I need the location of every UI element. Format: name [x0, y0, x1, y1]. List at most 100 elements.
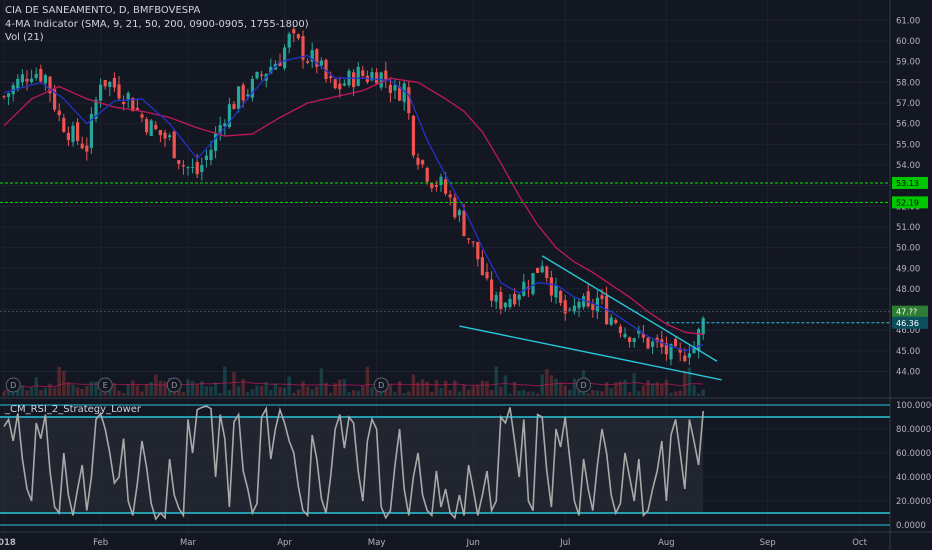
price-tick-label: 56.00 [896, 120, 920, 130]
volume-bar [549, 375, 554, 396]
rsi-pane-title[interactable]: _CM_RSI_2_Strategy_Lower [5, 404, 142, 415]
rsi-tick-label: 0.0000 [896, 521, 926, 531]
candle-body [536, 267, 540, 273]
candle-body [540, 266, 544, 273]
candle-body [2, 96, 6, 98]
volume-bar [641, 385, 646, 396]
candle-body [227, 104, 231, 128]
volume-bar [48, 383, 52, 396]
time-tick-label: Aug [658, 538, 675, 548]
candle-body [7, 93, 11, 97]
volume-bar [89, 381, 94, 396]
candle-body [186, 167, 190, 169]
candle-body [462, 210, 466, 236]
candle-body [338, 83, 342, 90]
candle-body [94, 99, 98, 119]
candle-body [191, 166, 195, 168]
volume-bar [2, 391, 6, 396]
volume-bar [604, 382, 609, 396]
candle-body [388, 84, 392, 94]
candle-body [577, 301, 581, 309]
rsi-pane[interactable] [0, 404, 890, 526]
volume-bar [75, 387, 80, 396]
candle-body [434, 184, 438, 187]
time-tick-label: May [368, 538, 386, 548]
volume-legend[interactable]: Vol (21) [5, 32, 44, 43]
volume-bar [522, 390, 526, 396]
price-tick-label: 51.00 [896, 223, 920, 233]
volume-bar [52, 387, 57, 396]
candle-body [430, 183, 434, 189]
event-marker-label: D [10, 381, 16, 390]
indicator-legend[interactable]: 4-MA Indicator (SMA, 9, 21, 50, 200, 090… [5, 19, 309, 30]
volume-bar [144, 383, 149, 396]
candle-body [444, 179, 448, 194]
volume-bar [678, 390, 682, 396]
volume-bar [310, 389, 314, 396]
time-tick-label: Jun [466, 538, 480, 548]
candle-body [204, 155, 208, 160]
candle-body [632, 338, 636, 342]
candle-body [628, 337, 632, 343]
time-tick-label: Mar [180, 538, 197, 548]
candle-body [411, 115, 415, 156]
candle-body [250, 78, 254, 98]
volume-bar [351, 390, 356, 396]
symbol-title[interactable]: CIA DE SANEAMENTO, D, BMFBOVESPA [5, 5, 201, 16]
volume-bar [632, 373, 636, 396]
volume-bar [282, 387, 287, 396]
volume-bar [416, 382, 420, 396]
candle-body [416, 157, 420, 165]
candle-body [503, 302, 507, 308]
candle-body [43, 75, 47, 84]
price-axis[interactable]: 61.00 60.00 59.00 58.00 57.00 56.00 55.00 54.00… [896, 16, 932, 531]
time-axis[interactable]: 2018 Feb Mar Apr May Jun Jul Aug Sep Oct [0, 538, 868, 548]
candle-body [310, 50, 314, 62]
candle-body [140, 114, 144, 118]
candle-body [407, 87, 411, 114]
volume-bar [112, 383, 117, 396]
volume-bar [517, 390, 521, 396]
candle-body [421, 160, 425, 165]
candle-body [678, 348, 682, 353]
event-marker-circle [373, 377, 389, 393]
volume-bar [664, 379, 669, 396]
candle-body [126, 93, 130, 101]
candle-body [149, 120, 153, 136]
candle-body [195, 161, 199, 175]
candle-body [384, 70, 388, 80]
price-candles[interactable] [2, 25, 705, 366]
candle-body [600, 295, 604, 299]
candle-body [71, 125, 75, 142]
volume-bar [701, 389, 705, 396]
volume-bar [273, 383, 278, 396]
volume-bar [563, 385, 567, 396]
price-tag-label: 47.?? [896, 308, 917, 317]
candle-body [131, 97, 135, 112]
price-tick-label: 45.00 [896, 347, 920, 357]
time-tick-label: 2018 [0, 538, 16, 548]
volume-bar [655, 382, 659, 396]
candle-body [53, 89, 57, 110]
volume-bar [669, 392, 673, 396]
candle-body [306, 61, 310, 63]
candle-body [255, 72, 259, 79]
candle-body [163, 132, 167, 139]
volume-bar [278, 387, 282, 396]
volume-bar [420, 379, 425, 396]
candle-body [402, 83, 406, 102]
candle-body [319, 60, 323, 66]
candle-body [609, 317, 613, 325]
price-tick-label: 50.00 [896, 244, 920, 254]
candle-body [674, 339, 678, 347]
volume-bar [572, 378, 577, 396]
sma-slow-line [3, 77, 704, 336]
volume-bar [213, 382, 218, 396]
volume-bar [200, 381, 204, 396]
time-tick-label: Sep [760, 538, 776, 548]
event-marker-circle [97, 377, 113, 393]
rsi-tick-label: 20.0000 [896, 497, 931, 507]
candle-body [333, 79, 337, 89]
